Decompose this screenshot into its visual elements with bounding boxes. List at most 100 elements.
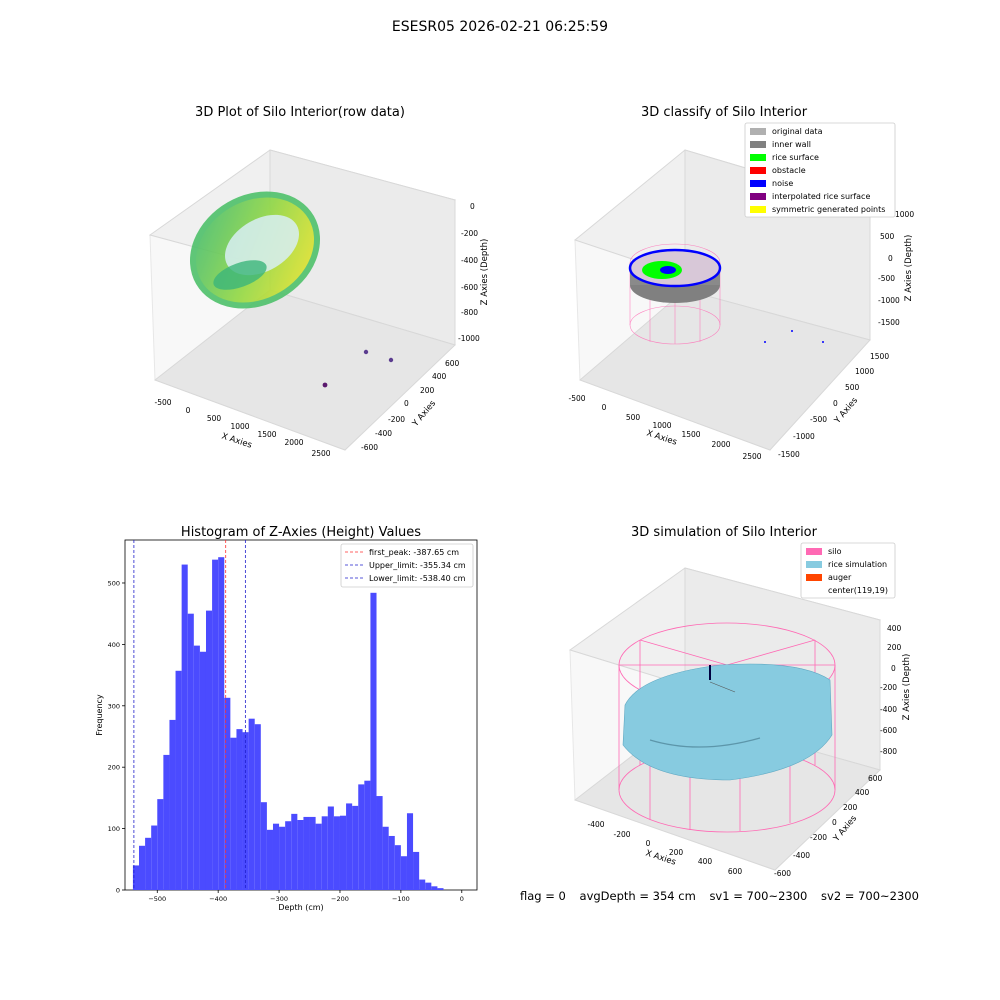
histogram-bar bbox=[139, 845, 146, 890]
x-tick-label: 600 bbox=[728, 867, 743, 876]
raw-3d-xlabel: X Axies bbox=[220, 431, 253, 450]
z-tick-label: -600 bbox=[880, 726, 897, 735]
classify-3d-z-ticks: 1000 500 0 -500 -1000 -1500 bbox=[878, 210, 914, 327]
classify-3d-xlabel: X Axies bbox=[645, 428, 678, 447]
y-tick-label: 200 bbox=[420, 386, 435, 395]
y-tick-label: 200 bbox=[108, 764, 120, 772]
histogram-bar bbox=[382, 826, 389, 890]
sv1-status: sv1 = 700~2300 bbox=[709, 889, 808, 903]
x-tick-label: 2500 bbox=[311, 449, 330, 458]
simulation-3d-title: 3D simulation of Silo Interior bbox=[631, 525, 818, 540]
histogram-bar bbox=[339, 815, 347, 890]
x-tick-label: −100 bbox=[392, 895, 410, 903]
y-tick-label: -600 bbox=[361, 443, 378, 452]
legend-label: center(119,19) bbox=[828, 586, 888, 595]
histogram-bar bbox=[230, 737, 237, 890]
histogram-bar bbox=[394, 845, 401, 890]
z-tick-label: 500 bbox=[880, 232, 895, 241]
classify-legend-items: original data inner wall rice surface ob… bbox=[750, 127, 885, 214]
y-tick-label: 400 bbox=[432, 372, 447, 381]
legend-label: silo bbox=[828, 547, 842, 556]
x-tick-label: −200 bbox=[331, 895, 349, 903]
histogram-bar bbox=[145, 837, 152, 890]
x-tick-label: 1500 bbox=[257, 430, 276, 439]
histogram-bar bbox=[169, 719, 176, 890]
histogram-bar bbox=[279, 826, 286, 890]
classify-3d-y-ticks: -1500 -1000 -500 0 500 1000 1500 bbox=[778, 352, 889, 459]
histogram-bar bbox=[327, 806, 334, 890]
legend-label: inner wall bbox=[772, 140, 811, 149]
legend-swatch bbox=[806, 561, 822, 568]
y-tick-label: 0 bbox=[404, 399, 409, 408]
simulation-3d-legend: silo rice simulation auger center(119,19… bbox=[800, 542, 896, 599]
subplot-simulation-3d: 3D simulation of Silo Interior bbox=[568, 525, 912, 878]
z-tick-label: -500 bbox=[878, 274, 895, 283]
z-tick-label: -1500 bbox=[878, 318, 900, 327]
legend-swatch bbox=[750, 167, 766, 174]
y-tick-label: -200 bbox=[810, 833, 827, 842]
histogram-bar bbox=[291, 813, 298, 890]
raw-3d-point-cloud bbox=[189, 191, 321, 309]
histogram-bar bbox=[260, 802, 267, 890]
histogram-xlabel: Depth (cm) bbox=[278, 903, 323, 912]
histogram-bar bbox=[309, 816, 316, 890]
raw-3d-outlier-point bbox=[363, 349, 369, 355]
y-tick-label: 0 bbox=[833, 399, 838, 408]
histogram-bar bbox=[297, 820, 304, 890]
legend-swatch bbox=[806, 548, 822, 555]
x-tick-label: 500 bbox=[207, 414, 222, 423]
classify-3d-zlabel: Z Axies (Depth) bbox=[904, 235, 914, 302]
histogram-bar bbox=[236, 729, 243, 890]
y-tick-label: -1000 bbox=[793, 432, 815, 441]
raw-3d-ylabel: Y Axies bbox=[410, 398, 438, 429]
histogram-bar bbox=[406, 813, 414, 890]
histogram-bar bbox=[218, 557, 225, 890]
histogram-bar bbox=[205, 610, 213, 890]
z-tick-label: 400 bbox=[887, 624, 902, 633]
legend-swatch bbox=[750, 206, 766, 213]
x-tick-label: -500 bbox=[154, 398, 171, 407]
histogram-vlines bbox=[133, 540, 246, 890]
histogram-bar bbox=[425, 882, 432, 890]
legend-swatch bbox=[750, 154, 766, 161]
x-tick-label: −400 bbox=[209, 895, 227, 903]
histogram-bar bbox=[315, 823, 322, 890]
x-tick-label: 500 bbox=[626, 413, 641, 422]
legend-label: original data bbox=[772, 127, 823, 136]
histogram-bar bbox=[388, 835, 395, 890]
histogram-bar bbox=[413, 851, 420, 890]
avg-depth-status: avgDepth = 354 cm bbox=[579, 889, 696, 903]
z-tick-label: -600 bbox=[461, 283, 478, 292]
histogram-bar bbox=[181, 564, 188, 890]
x-tick-label: 1000 bbox=[230, 422, 249, 431]
y-tick-label: 600 bbox=[445, 359, 460, 368]
z-tick-label: -400 bbox=[880, 705, 897, 714]
z-tick-label: -200 bbox=[880, 683, 897, 692]
legend-label: interpolated rice surface bbox=[772, 192, 870, 201]
x-tick-label: 2500 bbox=[742, 452, 761, 461]
raw-3d-z-ticks: 0 -200 -400 -600 -800 -1000 bbox=[458, 202, 480, 343]
histogram-title: Histogram of Z-Axies (Height) Values bbox=[181, 525, 421, 540]
x-tick-label: 1500 bbox=[681, 430, 700, 439]
legend-label: first_peak: -387.65 cm bbox=[369, 548, 459, 557]
histogram-bar bbox=[175, 670, 182, 890]
z-tick-label: 0 bbox=[891, 664, 896, 673]
histogram-bar bbox=[254, 724, 261, 890]
legend-swatch bbox=[750, 128, 766, 135]
raw-3d-x-ticks: -500 0 500 1000 1500 2000 2500 bbox=[154, 398, 330, 458]
histogram-bar bbox=[248, 718, 255, 890]
histogram-bar bbox=[132, 865, 140, 890]
histogram-bar bbox=[187, 613, 194, 890]
histogram-bar bbox=[437, 888, 444, 890]
y-tick-label: 300 bbox=[108, 702, 120, 710]
classify-3d-title: 3D classify of Silo Interior bbox=[641, 105, 808, 120]
histogram-legend: first_peak: -387.65 cm Upper_limit: -355… bbox=[340, 543, 474, 588]
histogram-bar bbox=[303, 816, 310, 890]
z-tick-label: -200 bbox=[461, 229, 478, 238]
histogram-bar bbox=[151, 825, 158, 890]
y-tick-label: 400 bbox=[855, 788, 870, 797]
classify-3d-noise-point bbox=[822, 341, 824, 343]
y-tick-label: 400 bbox=[108, 641, 120, 649]
simulation-3d-y-ticks: -600 -400 -200 0 200 400 600 bbox=[774, 774, 883, 878]
z-tick-label: -1000 bbox=[458, 334, 480, 343]
